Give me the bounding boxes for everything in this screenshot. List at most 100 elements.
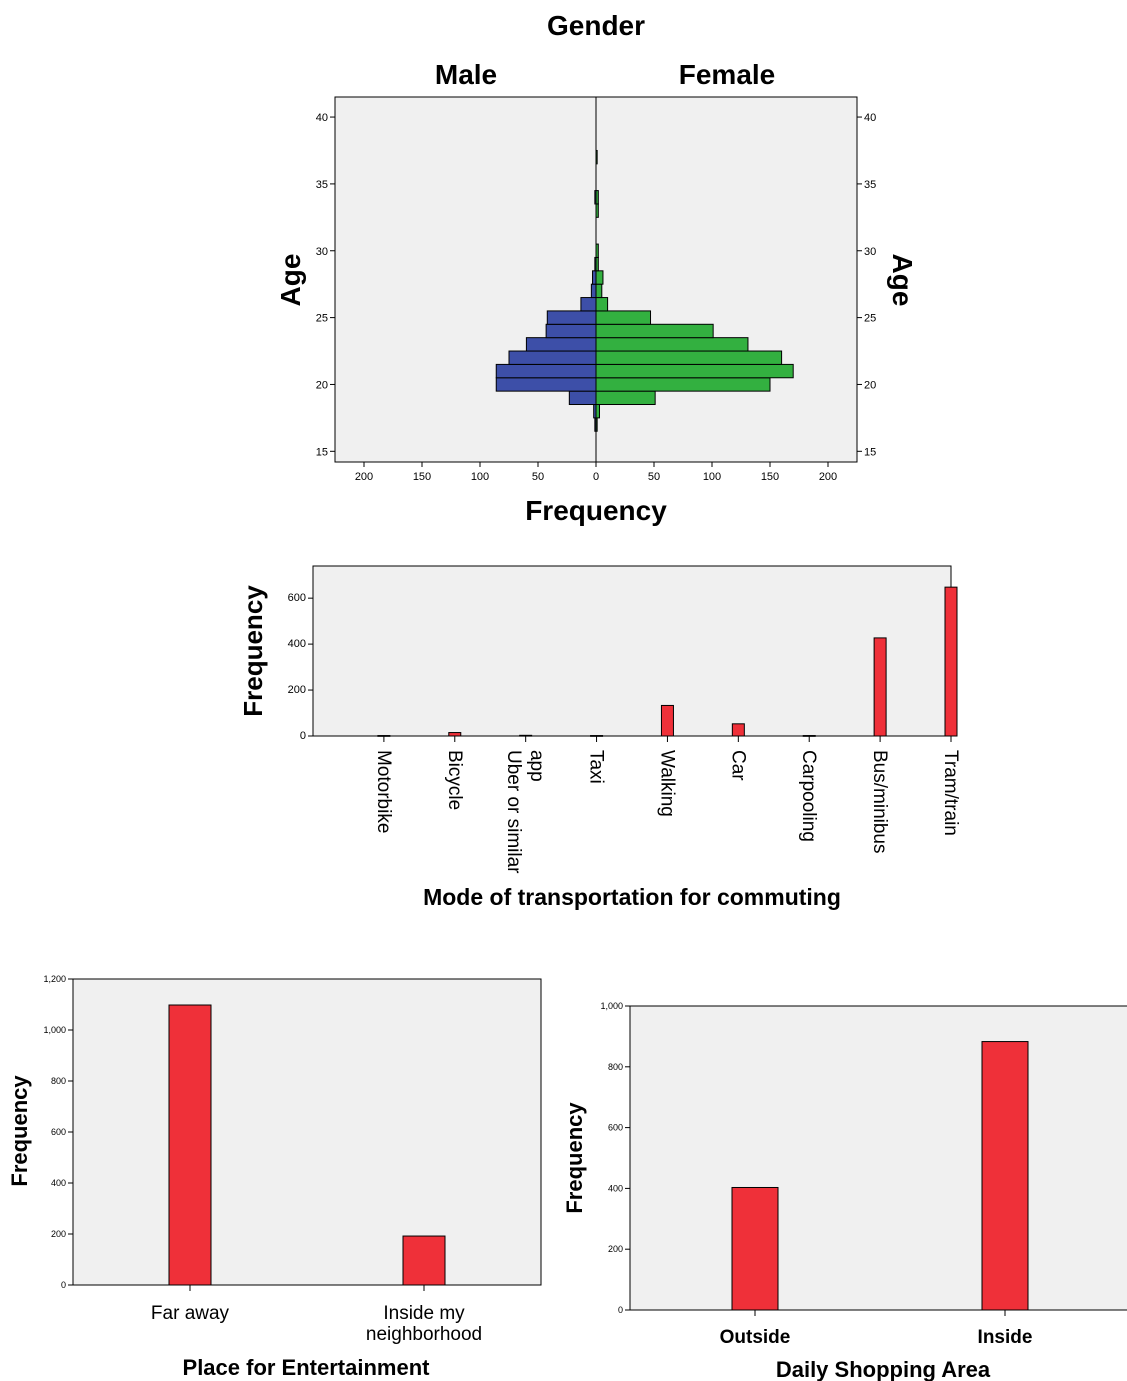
- pyramid-bar-female-age-26: [595, 297, 609, 312]
- transport-x-axis-label: Mode of transportation for commuting: [423, 884, 841, 910]
- pyramid-y-tick-right-20: 20: [864, 379, 876, 391]
- pyramid-x-tick-8: 200: [819, 471, 837, 483]
- transport-y-tick-0: 0: [300, 730, 306, 742]
- transport-category-label-taxi: Taxi: [586, 750, 607, 784]
- pyramid-y-tick-left-15: 15: [316, 446, 328, 458]
- pyramid-bar-female-age-34: [595, 190, 599, 205]
- transport-plot-area: [312, 565, 952, 737]
- transport-bar-bus-minibus: [873, 637, 887, 737]
- transport-bar-car: [731, 723, 745, 737]
- entertainment-category-label-far-away: Far away: [151, 1303, 230, 1324]
- pyramid-x-tick-5: 50: [648, 471, 660, 483]
- shopping-y-axis-label: Frequency: [562, 1102, 587, 1214]
- pyramid-bar-female-age-24: [595, 323, 714, 339]
- entertainment-bar-far-away: [168, 1004, 212, 1286]
- pyramid-panel-male: Male: [435, 59, 497, 90]
- pyramid-bar-female-age-37: [595, 149, 598, 165]
- pyramid-bar-female-age-23: [595, 337, 749, 352]
- transport-bar-uber-or-similar-app: [519, 734, 533, 737]
- pyramid-bar-female-age-17: [595, 417, 598, 432]
- pyramid-y-tick-left-30: 30: [316, 246, 328, 258]
- entertainment-bar-inside-my-neighborhood: [402, 1235, 446, 1286]
- pyramid-x-tick-6: 100: [703, 471, 721, 483]
- pyramid-bar-male-age-21: [495, 363, 597, 379]
- transport-y-tick-400: 400: [288, 638, 306, 650]
- pyramid-bar-female-age-19: [595, 390, 656, 406]
- pyramid-x-tick-1: 150: [413, 471, 431, 483]
- transport-category-label-bus-minibus: Bus/minibus: [869, 750, 890, 854]
- transport-category-label-motorbike: Motorbike: [373, 750, 394, 833]
- entertainment-y-tick-0: 0: [61, 1280, 66, 1290]
- pyramid-x-tick-0: 200: [355, 471, 373, 483]
- shopping-plot-area: [629, 1005, 1127, 1311]
- transport-bar-bicycle: [448, 732, 462, 737]
- shopping-area-bar-chart: 0 200 400 600 800 1,000 Outside Inside Frequen…: [562, 1001, 1127, 1381]
- shopping-category-label-outside: Outside: [720, 1327, 791, 1348]
- pyramid-bar-male-age-28: [592, 270, 597, 285]
- pyramid-y-tick-right-35: 35: [864, 179, 876, 191]
- entertainment-y-tick-600: 600: [51, 1127, 66, 1137]
- transport-y-tick-600: 600: [288, 592, 306, 604]
- pyramid-y-axis-label-right: Age: [887, 254, 918, 307]
- shopping-category-label-inside: Inside: [978, 1327, 1033, 1348]
- pyramid-bar-female-age-30: [595, 243, 599, 258]
- shopping-y-tick-1-000: 1,000: [600, 1001, 623, 1011]
- transport-mode-bar-chart: 0 200 400 600 Motorbike Bicycle Uber or simil…: [238, 565, 961, 910]
- entertainment-bar-chart: 0 200 400 600 800 1,000 1,200 Far away Inside m…: [7, 974, 542, 1380]
- pyramid-y-axis-label-left: Age: [275, 254, 306, 307]
- pyramid-y-tick-right-25: 25: [864, 313, 876, 325]
- pyramid-bar-male-age-25: [546, 310, 597, 325]
- pyramid-bar-male-age-19: [568, 390, 597, 406]
- pyramid-bar-male-age-24: [545, 323, 597, 339]
- entertainment-y-tick-1-200: 1,200: [43, 974, 66, 984]
- shopping-bar-inside: [981, 1041, 1029, 1311]
- transport-bar-tram-train: [944, 586, 958, 737]
- entertainment-category-label-inside-my-neighborhood-line2: neighborhood: [366, 1324, 482, 1345]
- transport-category-label-uber-or-similar-app-line2: app: [526, 750, 547, 782]
- pyramid-y-tick-right-30: 30: [864, 246, 876, 258]
- shopping-y-tick-800: 800: [608, 1062, 623, 1072]
- pyramid-bar-female-age-18: [595, 404, 600, 419]
- pyramid-bar-female-age-25: [595, 310, 652, 325]
- pyramid-x-tick-4: 0: [593, 471, 599, 483]
- pyramid-bar-female-age-29: [595, 256, 599, 272]
- pyramid-y-tick-left-35: 35: [316, 179, 328, 191]
- pyramid-x-tick-3: 50: [532, 471, 544, 483]
- pyramid-bar-female-age-21: [595, 363, 794, 379]
- entertainment-y-tick-1-000: 1,000: [43, 1025, 66, 1035]
- pyramid-y-tick-left-25: 25: [316, 313, 328, 325]
- pyramid-bar-female-age-20: [595, 377, 771, 392]
- pyramid-bar-female-age-22: [595, 350, 783, 365]
- pyramid-bar-female-age-28: [595, 270, 604, 285]
- transport-y-axis-label: Frequency: [238, 585, 268, 717]
- pyramid-x-tick-7: 150: [761, 471, 779, 483]
- transport-y-tick-200: 200: [288, 684, 306, 696]
- pyramid-bar-male-age-22: [508, 350, 597, 365]
- shopping-y-tick-600: 600: [608, 1123, 623, 1133]
- entertainment-category-label-inside-my-neighborhood: Inside my: [383, 1303, 465, 1324]
- pyramid-bar-male-age-27: [590, 283, 597, 299]
- shopping-y-tick-200: 200: [608, 1244, 623, 1254]
- pyramid-title: Gender: [547, 10, 645, 41]
- entertainment-plot-area: [72, 978, 542, 1286]
- transport-category-label-bicycle: Bicycle: [444, 750, 465, 810]
- entertainment-y-tick-200: 200: [51, 1229, 66, 1239]
- entertainment-y-axis-label: Frequency: [7, 1075, 32, 1187]
- shopping-y-tick-0: 0: [618, 1305, 623, 1315]
- shopping-x-axis-label: Daily Shopping Area: [776, 1357, 991, 1381]
- pyramid-y-tick-left-20: 20: [316, 379, 328, 391]
- pyramid-y-tick-right-15: 15: [864, 446, 876, 458]
- pyramid-bar-female-age-27: [595, 283, 603, 299]
- pyramid-x-tick-2: 100: [471, 471, 489, 483]
- transport-category-label-carpooling: Carpooling: [798, 750, 819, 842]
- pyramid-bar-male-age-26: [580, 297, 597, 312]
- transport-category-label-car: Car: [727, 750, 748, 781]
- pyramid-panel-female: Female: [679, 59, 776, 90]
- pyramid-bar-female-age-33: [595, 203, 599, 218]
- transport-bar-walking: [660, 704, 674, 737]
- shopping-bar-outside: [731, 1186, 779, 1311]
- pyramid-x-axis-label: Frequency: [525, 495, 667, 526]
- entertainment-y-tick-800: 800: [51, 1076, 66, 1086]
- transport-category-label-uber-or-similar-app: Uber or similar: [503, 750, 524, 874]
